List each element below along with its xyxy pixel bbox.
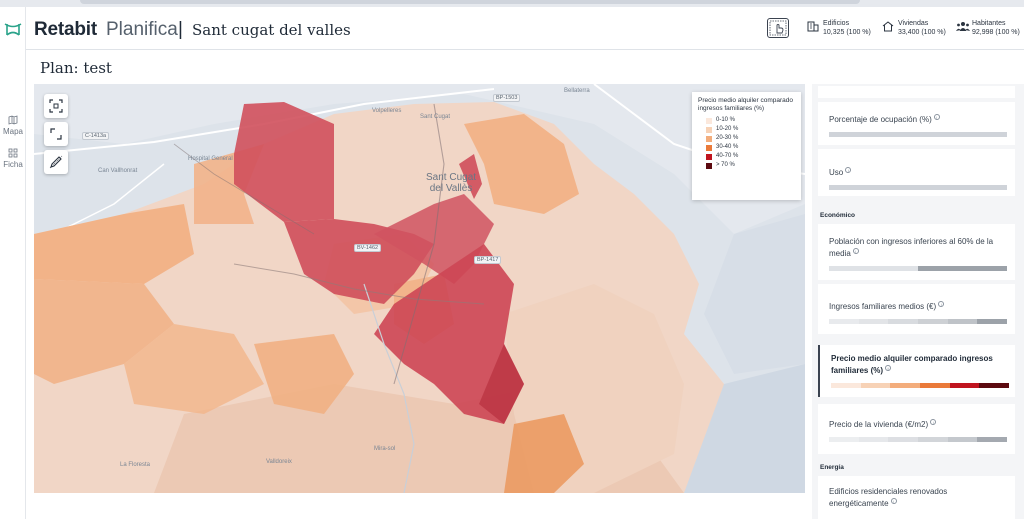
place-label: Mira-sol (374, 446, 396, 452)
legend-swatch (706, 136, 712, 142)
rail-item-ficha[interactable]: Ficha (0, 148, 26, 169)
indicators-panel: Porcentaje de ocupación (%) i Uso i Económ… (812, 84, 1024, 519)
indicator-card-precio-vivienda[interactable]: Precio de la vivienda (€/m2) i (818, 404, 1015, 454)
indicator-label: Precio medio alquiler comparado ingresos… (831, 354, 993, 375)
left-rail: Mapa Ficha (0, 7, 26, 519)
rail-item-label: Ficha (3, 160, 23, 169)
fit-bounds-button[interactable] (44, 94, 68, 118)
indicator-scale (829, 437, 1008, 442)
house-icon (882, 21, 894, 32)
place-label: Can Vallhonrat (98, 168, 138, 174)
brand-name: Retabit (34, 19, 97, 40)
section-energia: Energía (820, 464, 844, 471)
product-name: Planifica (106, 19, 178, 40)
stat-label: Viviendas (898, 20, 929, 27)
indicator-scale (829, 185, 1008, 190)
legend-swatch (706, 127, 712, 133)
indicator-card-edificios-renovados[interactable]: Edificios residenciales renovados energé… (818, 476, 1015, 519)
road-label: BV-1462 (354, 244, 382, 252)
indicator-color-scale (831, 383, 1010, 388)
grid-icon (8, 148, 18, 158)
indicator-label: Población con ingresos inferiores al 60%… (829, 237, 994, 258)
stat-label: Habitantes (972, 20, 1006, 27)
indicator-scale (829, 319, 1008, 324)
place-label: Sant Cugat (420, 114, 451, 120)
indicator-label: Edificios residenciales renovados energé… (829, 487, 948, 508)
info-icon[interactable]: i (845, 167, 852, 173)
legend-item: 10-20 % (706, 126, 795, 135)
info-icon[interactable]: i (933, 114, 940, 120)
info-icon[interactable]: i (890, 498, 897, 504)
people-icon (956, 22, 970, 31)
legend-item: > 70 % (706, 162, 795, 171)
title-separator: | (178, 19, 183, 40)
indicator-card-uso[interactable]: Uso i (818, 149, 1015, 196)
indicator-card-top (818, 86, 1015, 98)
indicator-label: Uso i (829, 167, 852, 179)
map-icon (8, 115, 18, 125)
road-label: C-1413a (82, 132, 110, 140)
stat-value: 92,998 (100 %) (972, 29, 1020, 36)
building-icon (807, 21, 819, 32)
legend-swatch (706, 145, 712, 151)
rail-item-mapa[interactable]: Mapa (0, 115, 26, 136)
choropleth-map[interactable]: C-1413a BP-1503 BP-1417 BV-1462 Sant Cug… (34, 84, 805, 493)
indicator-label: Ingresos familiares medios (€) i (829, 301, 945, 313)
fullscreen-button[interactable] (44, 122, 68, 146)
legend-swatch (706, 154, 712, 160)
city-map-label: Sant Cugat del Vallès (426, 172, 477, 194)
info-icon[interactable]: i (938, 301, 945, 307)
legend-item: 20-30 % (706, 135, 795, 144)
browser-top-strip (0, 0, 1024, 7)
legend-item: 0-10 % (706, 117, 795, 126)
pencil-icon (49, 155, 63, 169)
fit-bounds-icon (49, 99, 63, 113)
indicator-card-ingresos-medios[interactable]: Ingresos familiares medios (€) i (818, 284, 1015, 334)
plan-title: Plan: test (40, 59, 112, 77)
place-label: Volpelleres (372, 108, 402, 114)
indicator-scale (829, 266, 1008, 271)
legend-swatch (706, 118, 712, 124)
hand-pointer-icon (769, 20, 787, 36)
retabit-logo-icon (4, 23, 22, 36)
city-name: Sant cugat del valles (192, 21, 351, 39)
stat-value: 10,325 (100 %) (823, 29, 871, 36)
legend-item: 30-40 % (706, 144, 795, 153)
legend-swatch (706, 163, 712, 169)
place-label: Hospital General (188, 156, 233, 162)
info-icon[interactable]: i (930, 419, 937, 425)
place-label: Bellaterra (564, 88, 590, 94)
road-label: BP-1417 (474, 256, 502, 264)
indicator-card-poblacion-ingresos[interactable]: Población con ingresos inferiores al 60%… (818, 224, 1015, 280)
road-label: BP-1503 (493, 94, 521, 102)
app-header: Retabit Planifica | Sant cugat del valle… (26, 7, 1024, 50)
place-label: Valldoreix (266, 459, 292, 465)
indicator-card-precio-alquiler[interactable]: Precio medio alquiler comparado ingresos… (818, 345, 1015, 397)
section-economico: Económico (820, 212, 856, 219)
info-icon[interactable]: i (885, 365, 892, 371)
indicator-label: Precio de la vivienda (€/m2) i (829, 419, 937, 431)
place-label: La Floresta (120, 462, 151, 468)
info-icon[interactable]: i (852, 248, 859, 254)
browser-address-pill (80, 0, 860, 4)
indicator-card-ocupacion[interactable]: Porcentaje de ocupación (%) i (818, 102, 1015, 145)
legend-item: 40-70 % (706, 153, 795, 162)
indicator-scale (829, 132, 1008, 137)
stat-value: 33,400 (100 %) (898, 29, 946, 36)
interaction-mode-button[interactable] (767, 18, 789, 38)
expand-icon (50, 128, 62, 140)
legend-title: Precio medio alquiler comparado ingresos… (698, 97, 794, 112)
map-canvas[interactable] (34, 84, 805, 493)
draw-tool-button[interactable] (44, 150, 68, 174)
indicator-label: Porcentaje de ocupación (%) i (829, 114, 940, 126)
map-legend: Precio medio alquiler comparado ingresos… (692, 92, 801, 200)
rail-item-label: Mapa (2, 127, 23, 136)
stat-label: Edificios (823, 20, 850, 27)
